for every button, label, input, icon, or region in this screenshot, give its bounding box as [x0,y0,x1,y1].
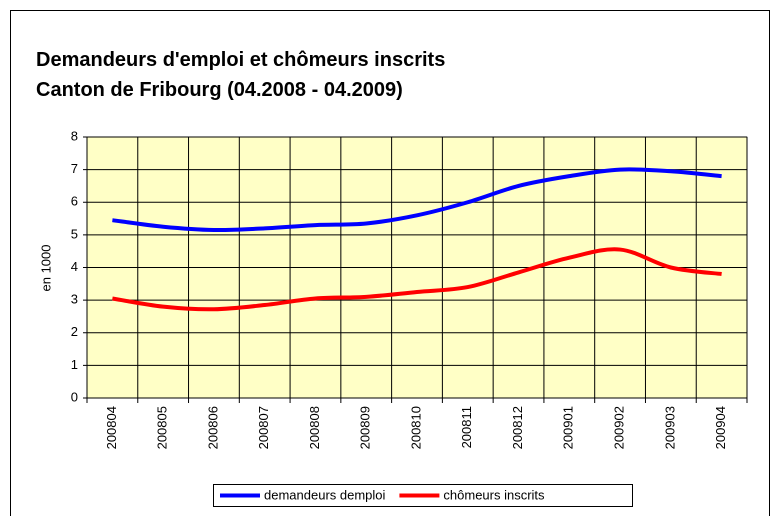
x-tick-label: 200812 [510,406,525,449]
chart-subtitle: Canton de Fribourg (04.2008 - 04.2009) [36,79,403,101]
x-tick-label: 200810 [408,406,423,449]
x-tick-label: 200809 [358,406,373,449]
y-tick-label: 3 [71,292,78,307]
x-tick-label: 200805 [155,406,170,449]
chart-title: Demandeurs d'emploi et chômeurs inscrits [36,49,445,71]
x-tick-label: 200808 [307,406,322,449]
x-tick-label: 200807 [256,406,271,449]
series-line [112,247,722,312]
x-tick-label: 200811 [459,406,474,448]
x-tick-label: 200806 [205,406,220,449]
y-tick-label: 2 [71,324,78,339]
y-tick-label: 0 [71,389,78,404]
y-axis-label: en 1000 [38,245,53,292]
x-tick-label: 200904 [713,406,728,449]
x-tick-label: 200902 [612,406,627,449]
legend-label: chômeurs inscrits [443,487,545,502]
x-tick-label: 200804 [104,406,119,449]
y-tick-label: 5 [71,226,78,241]
x-tick-label: 200901 [561,406,576,449]
series-line [112,167,722,233]
y-tick-label: 4 [71,259,78,274]
y-tick-label: 7 [71,161,78,176]
y-tick-label: 6 [71,194,78,209]
legend-label: demandeurs demploi [264,487,386,502]
x-tick-label: 200903 [662,406,677,449]
y-tick-label: 8 [71,128,78,143]
y-tick-label: 1 [71,357,78,372]
